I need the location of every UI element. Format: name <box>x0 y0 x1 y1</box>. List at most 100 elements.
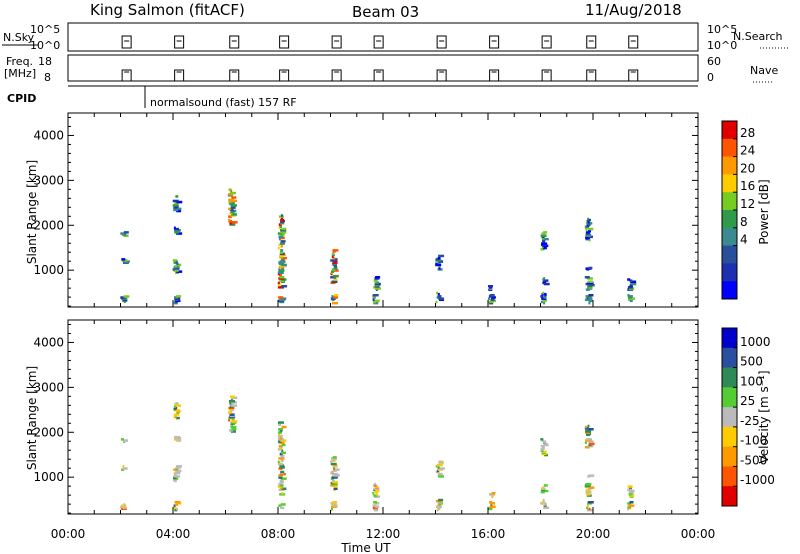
data-cell <box>490 502 496 505</box>
colorbar-tick-label: 8 <box>740 215 748 229</box>
data-cell <box>175 195 179 198</box>
data-cell <box>173 208 179 212</box>
data-cell <box>278 421 284 424</box>
colorbar-swatch <box>722 263 737 282</box>
data-cell <box>278 282 281 286</box>
data-cell <box>627 502 632 505</box>
data-cell <box>281 492 284 495</box>
data-cell <box>228 207 232 211</box>
data-cell <box>331 252 334 255</box>
data-cell <box>588 442 595 446</box>
nsky-scan-mark <box>541 35 552 49</box>
colorbar-swatch <box>722 156 737 175</box>
data-cell <box>373 494 378 497</box>
data-cell <box>542 246 547 250</box>
data-cell <box>374 483 377 486</box>
data-cell <box>587 218 591 222</box>
data-cell <box>540 295 544 298</box>
data-cell <box>121 258 126 261</box>
data-cell <box>279 484 284 487</box>
data-cell <box>175 416 180 420</box>
data-cell <box>437 295 442 298</box>
data-cell <box>375 502 380 505</box>
data-cell <box>541 242 548 245</box>
colorbar-swatch <box>722 121 737 140</box>
data-cell <box>173 226 176 230</box>
data-cell <box>588 283 595 287</box>
data-cell <box>491 492 496 495</box>
data-cell <box>542 450 547 453</box>
data-cell <box>277 434 283 438</box>
colorbar-tick-label: -25 <box>740 414 760 428</box>
data-cell <box>279 273 282 277</box>
data-cell <box>372 300 376 304</box>
freq-scan-mark <box>489 69 500 82</box>
colorbar-swatch <box>722 227 737 247</box>
data-cell <box>627 485 633 488</box>
data-cell <box>229 191 236 195</box>
data-cell <box>332 504 338 507</box>
data-cell <box>280 240 286 243</box>
y-tick-label: 3000 <box>33 173 64 187</box>
colorbar-tick-label: 500 <box>740 355 763 369</box>
data-cell <box>490 298 495 301</box>
colorbar-tick-label: 4 <box>740 233 748 247</box>
data-cell <box>231 428 237 431</box>
data-cell <box>331 255 334 259</box>
data-cell <box>278 428 284 431</box>
date-label: 11/Aug/2018 <box>585 1 682 19</box>
data-cell <box>586 438 593 441</box>
data-cell <box>277 460 280 464</box>
data-cell <box>175 402 179 405</box>
data-cell <box>333 256 336 260</box>
time-axis-title: Time UT <box>340 541 391 554</box>
nsky-panel: N.Sky 10^5 10^0 10^5 10^0 N.Search <box>2 22 790 52</box>
data-cell <box>332 483 338 486</box>
data-cell <box>280 506 285 510</box>
data-cell <box>330 462 337 466</box>
data-cell <box>542 489 549 493</box>
colorbar-swatch <box>722 347 737 369</box>
data-cell <box>122 506 127 509</box>
data-cell <box>437 292 440 296</box>
data-cell <box>438 297 445 300</box>
data-cell <box>540 438 544 441</box>
time-tick-label: 16:00 <box>471 527 506 541</box>
data-cell <box>278 504 282 507</box>
freq-tick-bottom: 8 <box>44 71 51 84</box>
data-cell <box>281 425 287 429</box>
freq-scan-mark <box>541 69 552 82</box>
data-cell <box>630 280 637 283</box>
data-cell <box>120 232 127 235</box>
data-cell <box>540 444 545 448</box>
data-cell <box>278 444 282 448</box>
data-cell <box>228 198 235 202</box>
data-cell <box>174 227 179 231</box>
data-cell <box>280 249 284 252</box>
data-cell <box>279 260 286 263</box>
data-cell <box>586 219 589 223</box>
y-tick-label: 1000 <box>33 263 64 277</box>
data-cell <box>280 503 286 506</box>
nsky-scan-mark <box>174 35 185 49</box>
data-cell <box>374 299 380 303</box>
colorbar-tick-label: -100 <box>740 434 767 448</box>
data-cell <box>228 219 233 223</box>
data-cell <box>584 446 590 449</box>
data-cell <box>176 209 182 213</box>
data-cell <box>176 263 182 267</box>
data-cell <box>585 236 591 240</box>
data-cell <box>374 287 381 290</box>
data-cell <box>543 296 547 299</box>
data-cell <box>228 218 231 222</box>
data-cell <box>280 251 283 254</box>
data-cell <box>587 221 590 224</box>
data-cell <box>627 294 630 297</box>
data-cell <box>279 479 284 483</box>
data-cell <box>230 430 236 433</box>
data-cell <box>281 443 286 447</box>
data-cell <box>588 239 591 242</box>
data-cell <box>330 259 337 262</box>
freq-scan-mark <box>373 69 384 82</box>
data-cell <box>488 285 493 288</box>
